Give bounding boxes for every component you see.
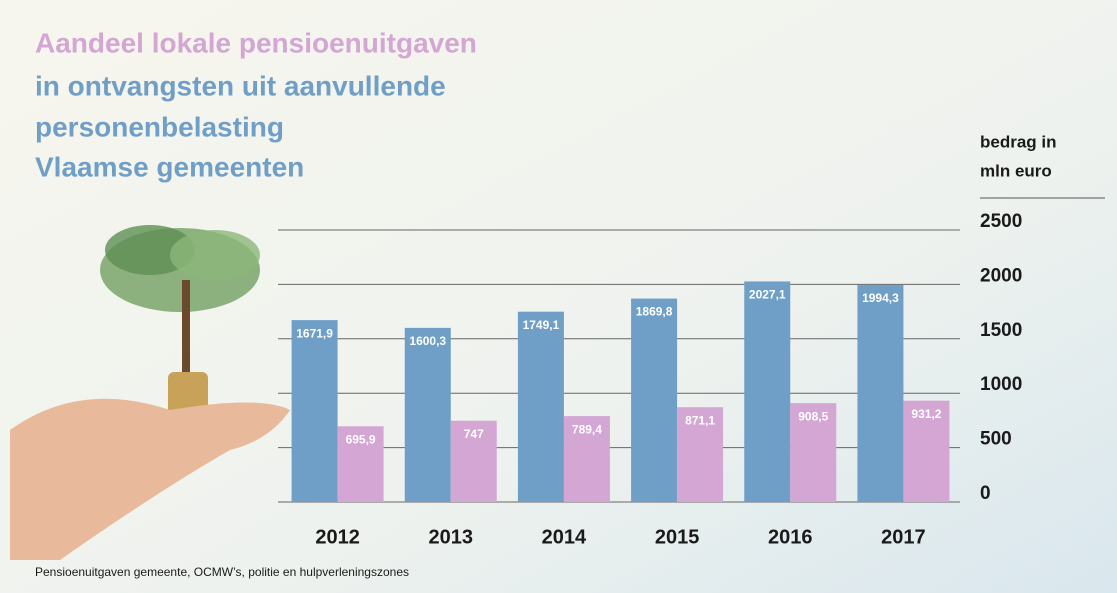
bar [790, 403, 837, 502]
bar [631, 298, 678, 502]
x-tick-label: 2016 [768, 526, 813, 548]
bar [517, 311, 564, 502]
x-tick-label: 2015 [655, 526, 700, 548]
chart-title: Aandeel lokale pensioenuitgaven [35, 27, 477, 58]
bar [744, 281, 791, 502]
value-label: 931,2 [911, 407, 941, 421]
y-tick-label: 2500 [980, 211, 1022, 232]
bar [563, 416, 610, 502]
x-tick-label: 2014 [542, 526, 587, 548]
value-label: 1994,3 [862, 291, 899, 305]
bar [903, 400, 950, 502]
y-tick-label: 2000 [980, 265, 1022, 286]
x-tick-label: 2013 [429, 526, 474, 548]
y-tick-label: 500 [980, 429, 1012, 450]
y-tick-label: 0 [980, 483, 991, 504]
value-label: 871,1 [685, 413, 715, 427]
tree-illustration [10, 225, 290, 560]
value-label: 747 [464, 427, 484, 441]
chart-title: in ontvangsten uit aanvullende [35, 70, 446, 101]
y-tick-label: 1000 [980, 374, 1022, 395]
value-label: 1869,8 [636, 305, 673, 319]
y-axis-label: bedrag in [980, 132, 1057, 151]
bar [291, 320, 338, 502]
bar [404, 327, 451, 502]
footnote: Pensioenuitgaven gemeente, OCMW’s, polit… [35, 565, 409, 579]
value-label: 1671,9 [296, 326, 333, 340]
x-tick-label: 2017 [881, 526, 926, 548]
value-label: 695,9 [346, 432, 376, 446]
value-label: 2027,1 [749, 288, 786, 302]
chart-title: personenbelasting [35, 111, 284, 142]
bar [857, 285, 904, 502]
value-label: 908,5 [798, 409, 828, 423]
bar [337, 426, 384, 502]
value-label: 789,4 [572, 422, 602, 436]
bar [677, 407, 724, 502]
value-label: 1600,3 [409, 334, 446, 348]
chart-title: Vlaamse gemeenten [35, 151, 304, 182]
bar [450, 420, 497, 502]
y-axis-label: mln euro [980, 161, 1052, 180]
y-tick-label: 1500 [980, 320, 1022, 341]
value-label: 1749,1 [523, 318, 560, 332]
x-tick-label: 2012 [315, 526, 360, 548]
